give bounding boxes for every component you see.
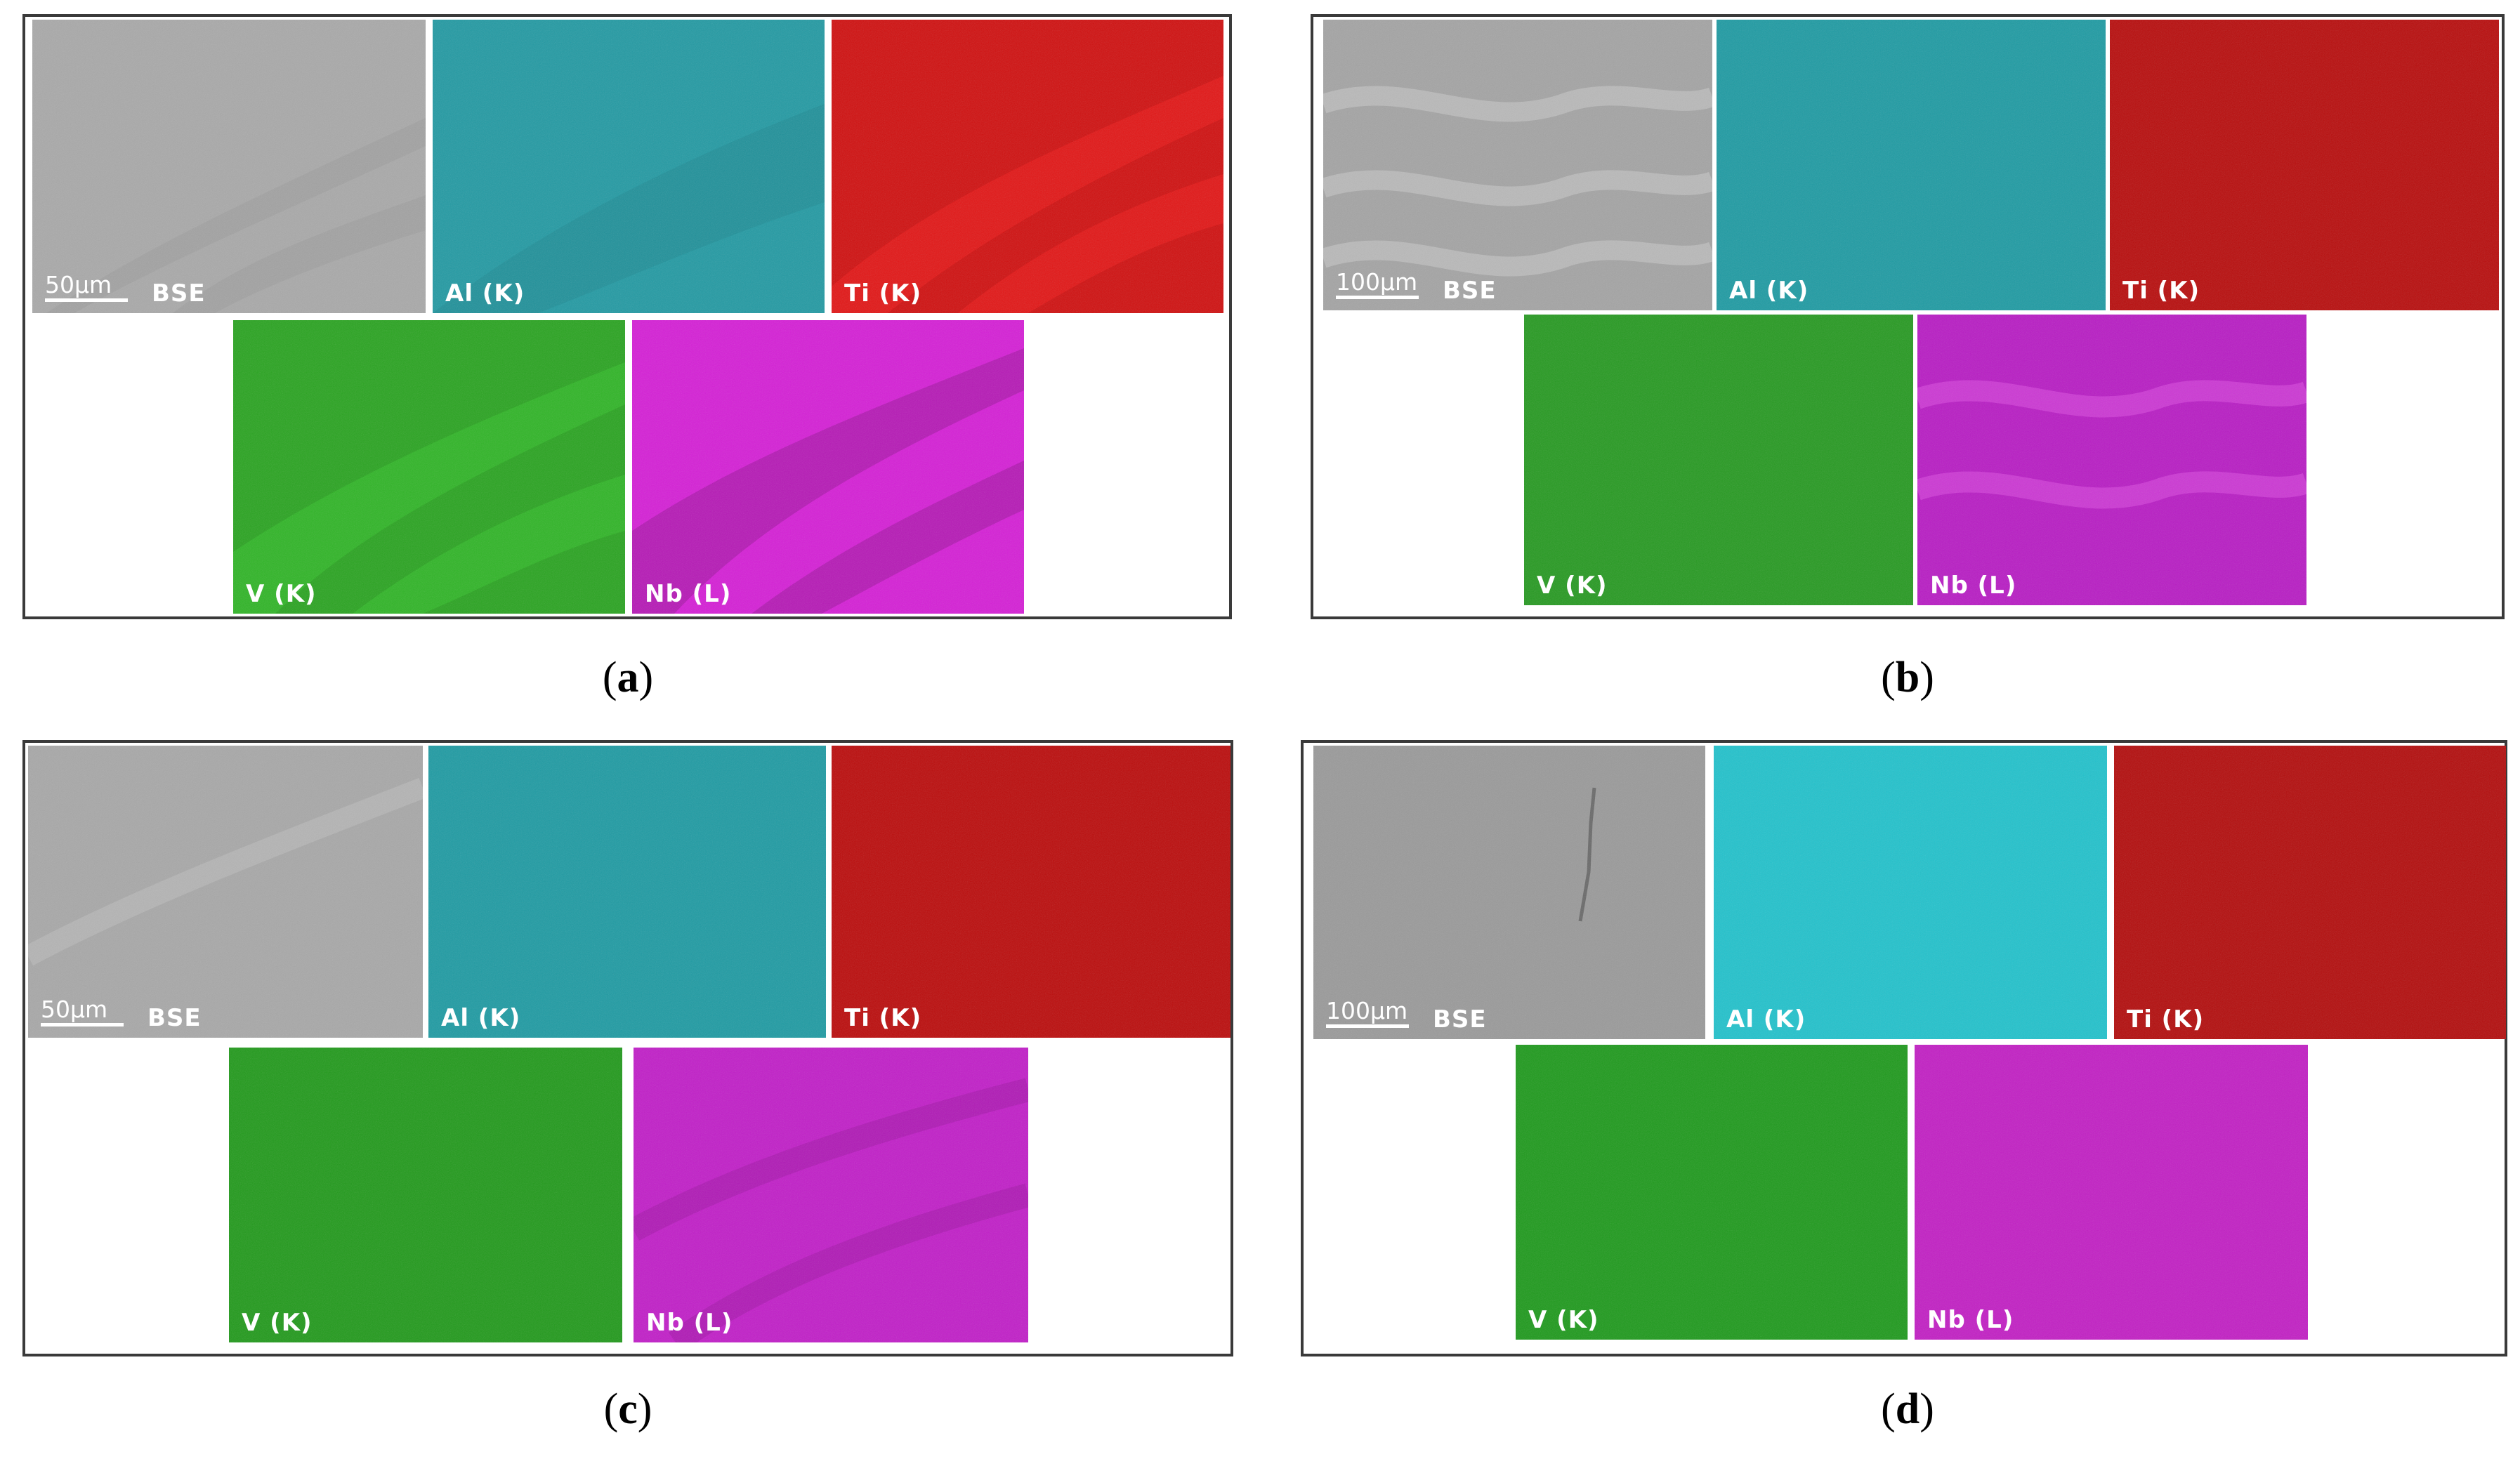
caption-d-letter: d — [1895, 1385, 1920, 1433]
scale-bar: 100µm — [1336, 270, 1419, 299]
bse-label: BSE — [1443, 277, 1497, 305]
al-map: Al (K) — [428, 746, 826, 1038]
v-map: V (K) — [229, 1048, 622, 1342]
v-image — [229, 1048, 622, 1342]
al-image — [428, 746, 826, 1038]
caption-c: (c) — [603, 1385, 652, 1433]
ti-map: Ti (K) — [832, 20, 1223, 313]
scale-bar: 50µm — [45, 273, 128, 302]
scale-bar: 100µm — [1326, 999, 1409, 1028]
nb-map: Nb (L) — [1917, 315, 2306, 605]
scale-bar: 50µm — [41, 998, 124, 1026]
al-label: Al (K) — [1726, 1005, 1806, 1034]
scale-bar-text: 50µm — [41, 996, 108, 1023]
caption-a-letter: a — [617, 654, 639, 701]
nb-image — [634, 1048, 1028, 1342]
al-label: Al (K) — [441, 1004, 521, 1032]
al-image — [1714, 746, 2107, 1039]
bse-map: 50µm BSE — [32, 20, 426, 313]
bse-image — [28, 746, 423, 1038]
al-label: Al (K) — [1729, 277, 1809, 305]
v-label: V (K) — [1528, 1306, 1599, 1334]
v-label: V (K) — [1537, 572, 1608, 600]
v-map: V (K) — [233, 320, 625, 614]
panel-d: 100µm BSE Al (K) Ti (K) V (K) Nb (L) — [1301, 740, 2507, 1356]
ti-image — [832, 746, 1231, 1038]
al-map: Al (K) — [1717, 20, 2106, 310]
v-image — [233, 320, 625, 614]
ti-image — [2114, 746, 2506, 1039]
ti-image — [2110, 20, 2499, 310]
nb-image — [1915, 1045, 2308, 1340]
scale-bar-text: 100µm — [1326, 997, 1408, 1024]
panel-b: 100µm BSE Al (K) Ti (K) V (K) Nb ( — [1311, 14, 2505, 619]
bse-image — [1323, 20, 1712, 310]
caption-b: (b) — [1881, 654, 1934, 701]
caption-a: (a) — [602, 654, 654, 701]
scale-bar-line — [45, 298, 128, 302]
nb-label: Nb (L) — [1927, 1306, 2014, 1334]
ti-image — [832, 20, 1223, 313]
nb-map: Nb (L) — [632, 320, 1024, 614]
bse-image — [1313, 746, 1705, 1039]
nb-map: Nb (L) — [1915, 1045, 2308, 1340]
bse-label: BSE — [152, 279, 206, 308]
al-map: Al (K) — [433, 20, 825, 313]
caption-d: (d) — [1881, 1385, 1934, 1433]
ti-label: Ti (K) — [844, 1004, 922, 1032]
ti-label: Ti (K) — [2122, 277, 2200, 305]
v-map: V (K) — [1524, 315, 1913, 605]
al-image — [1717, 20, 2106, 310]
v-label: V (K) — [242, 1309, 313, 1337]
nb-image — [632, 320, 1024, 614]
caption-c-letter: c — [618, 1385, 638, 1433]
nb-label: Nb (L) — [1930, 572, 2017, 600]
v-label: V (K) — [246, 580, 317, 608]
scale-bar-text: 100µm — [1336, 268, 1418, 296]
bse-map: 100µm BSE — [1313, 746, 1705, 1039]
nb-label: Nb (L) — [646, 1309, 733, 1337]
bse-label: BSE — [147, 1004, 202, 1032]
ti-map: Ti (K) — [2110, 20, 2499, 310]
scale-bar-text: 50µm — [45, 271, 112, 298]
scale-bar-line — [1326, 1024, 1409, 1028]
bse-label: BSE — [1433, 1005, 1487, 1034]
scale-bar-line — [41, 1023, 124, 1026]
panel-c: 50µm BSE Al (K) Ti (K) V (K) Nb (L — [22, 740, 1233, 1356]
bse-image — [32, 20, 426, 313]
al-image — [433, 20, 825, 313]
caption-b-letter: b — [1895, 654, 1920, 701]
bse-map: 100µm BSE — [1323, 20, 1712, 310]
v-image — [1524, 315, 1913, 605]
ti-map: Ti (K) — [2114, 746, 2506, 1039]
nb-label: Nb (L) — [645, 580, 732, 608]
ti-label: Ti (K) — [844, 279, 922, 308]
scale-bar-line — [1336, 296, 1419, 299]
nb-image — [1917, 315, 2306, 605]
panel-a: 50µm BSE Al (K) Ti (K) V (K) — [22, 14, 1232, 619]
bse-map: 50µm BSE — [28, 746, 423, 1038]
v-map: V (K) — [1516, 1045, 1908, 1340]
ti-map: Ti (K) — [832, 746, 1231, 1038]
nb-map: Nb (L) — [634, 1048, 1028, 1342]
v-image — [1516, 1045, 1908, 1340]
al-label: Al (K) — [445, 279, 525, 308]
ti-label: Ti (K) — [2127, 1005, 2205, 1034]
al-map: Al (K) — [1714, 746, 2107, 1039]
